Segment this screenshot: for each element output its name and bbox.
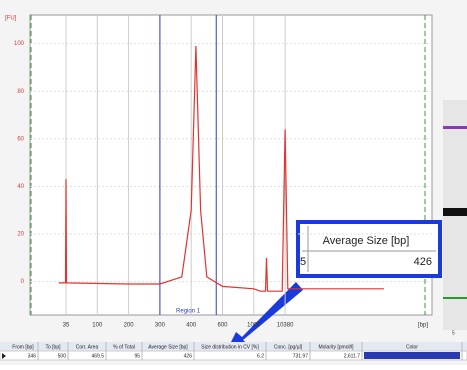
table-header: Color [406,344,418,350]
table-cell: 426 [184,353,193,359]
x-unit: [bp] [418,323,428,329]
screenshot: [FU] [bp] 5 Average Size [bp] 426 5 0204… [0,0,467,365]
x-tick-label: 100 [92,323,103,329]
table-cell: 500 [58,353,67,359]
table-cell: 346 [28,353,37,359]
x-tick-label: 1000 [247,323,261,329]
upper-marker-band [443,126,467,129]
table-cell: 6.2 [257,353,264,359]
callout-value: 426 [414,256,432,268]
table-header: Molarity [pmol/l] [318,344,354,350]
x-tick-label: 600 [217,323,228,329]
corner-text: 5 [452,330,455,336]
y-tick-label: 100 [14,41,25,47]
color-swatch [364,352,460,359]
table-cell: 2,611.7 [344,353,361,359]
y-tick-label: 40 [17,184,24,190]
table-cell: 469.5 [91,353,104,359]
callout-cut-text: 5 [300,256,306,268]
gel-lane [443,100,467,330]
x-tick-label: 400 [186,323,197,329]
table-cell: 731.97 [293,353,309,359]
region-label: Region 1 [176,309,201,315]
table-header: To [bp] [45,344,61,350]
callout-header: Average Size [bp] [323,235,410,247]
table-header: Conc. [pg/µl] [274,344,303,350]
table-header: % of Total [113,344,135,350]
lower-marker-band [443,297,467,299]
y-tick-label: 60 [17,136,24,142]
x-tick-label: 35 [63,323,70,329]
table-header: Corr. Area [76,344,99,350]
table-header: Size distribution in CV [%] [201,344,259,350]
sample-band [443,208,467,216]
table-cell: 95 [134,353,140,359]
y-unit: [FU] [5,16,17,22]
x-tick-label: 300 [155,323,166,329]
x-tick-label: 200 [124,323,135,329]
y-tick-label: 80 [17,89,24,95]
table-header: From [bp] [12,344,34,350]
x-tick-label: 10380 [277,323,294,329]
table-header: Average Size [bp] [148,344,188,350]
y-tick-label: 20 [17,232,24,238]
